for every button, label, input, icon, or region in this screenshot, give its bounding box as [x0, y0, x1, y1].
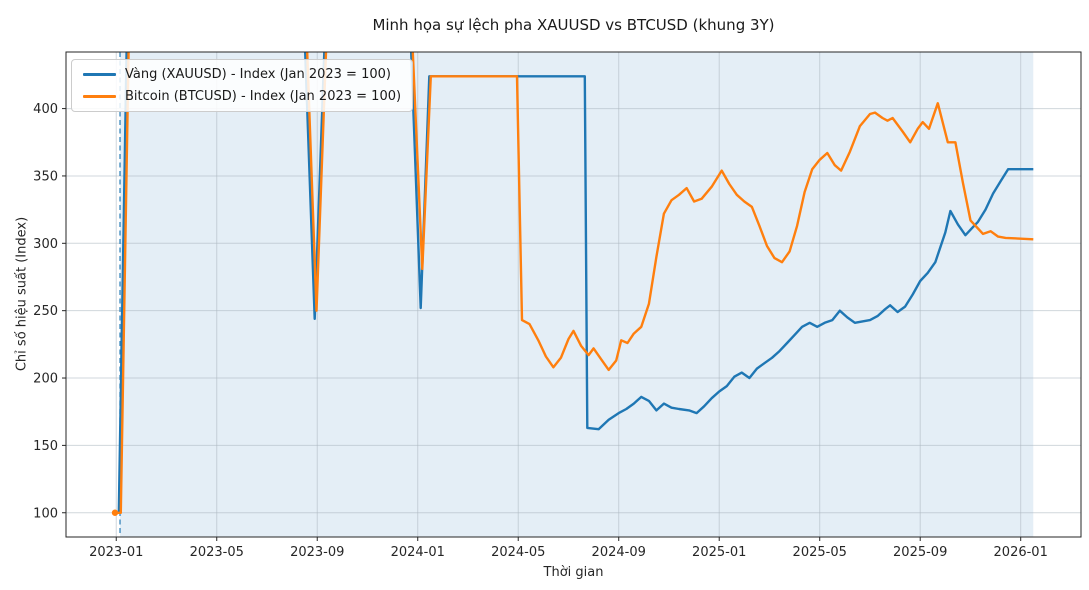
x-tick-label: 2024-05: [491, 545, 545, 560]
x-tick-label: 2023-05: [190, 545, 244, 560]
x-tick-label: 2026-01: [994, 545, 1048, 560]
btcusd-line: [112, 52, 1034, 514]
legend-label-xauusd: Vàng (XAUUSD) - Index (Jan 2023 = 100): [125, 67, 391, 82]
x-axis-label: Thời gian: [543, 565, 604, 580]
xauusd-line: [112, 52, 1034, 514]
y-tick-label: 300: [33, 237, 58, 252]
y-tick-label: 100: [33, 506, 58, 521]
chart-title: Minh họa sự lệch pha XAUUSD vs BTCUSD (k…: [372, 16, 775, 34]
legend-item-xauusd: Vàng (XAUUSD) - Index (Jan 2023 = 100): [83, 67, 401, 82]
x-tick-label: 2023-01: [89, 545, 143, 560]
legend-label-btcusd: Bitcoin (BTCUSD) - Index (Jan 2023 = 100…: [125, 89, 402, 104]
x-tick-label: 2024-09: [592, 545, 646, 560]
xauusd-line-swatch: [83, 73, 116, 76]
x-tick-label: 2023-09: [290, 545, 344, 560]
y-tick-label: 400: [33, 102, 58, 117]
start-marker: [111, 509, 119, 516]
x-tick-label: 2025-01: [692, 545, 746, 560]
legend-item-btcusd: Bitcoin (BTCUSD) - Index (Jan 2023 = 100…: [83, 89, 401, 104]
y-tick-label: 150: [33, 439, 58, 454]
btcusd-line-swatch: [83, 95, 116, 98]
x-tick-label: 2025-05: [793, 545, 847, 560]
y-axis-label: Chỉ số hiệu suất (Index): [14, 216, 30, 372]
chart-legend: Vàng (XAUUSD) - Index (Jan 2023 = 100) B…: [71, 59, 414, 112]
plot-border: [65, 51, 1082, 538]
y-tick-label: 200: [33, 372, 58, 387]
plot-background-span: [120, 52, 1034, 537]
x-tick-label: 2024-01: [391, 545, 445, 560]
y-tick-label: 250: [33, 304, 58, 319]
y-tick-label: 350: [33, 169, 58, 184]
x-tick-label: 2025-09: [893, 545, 947, 560]
